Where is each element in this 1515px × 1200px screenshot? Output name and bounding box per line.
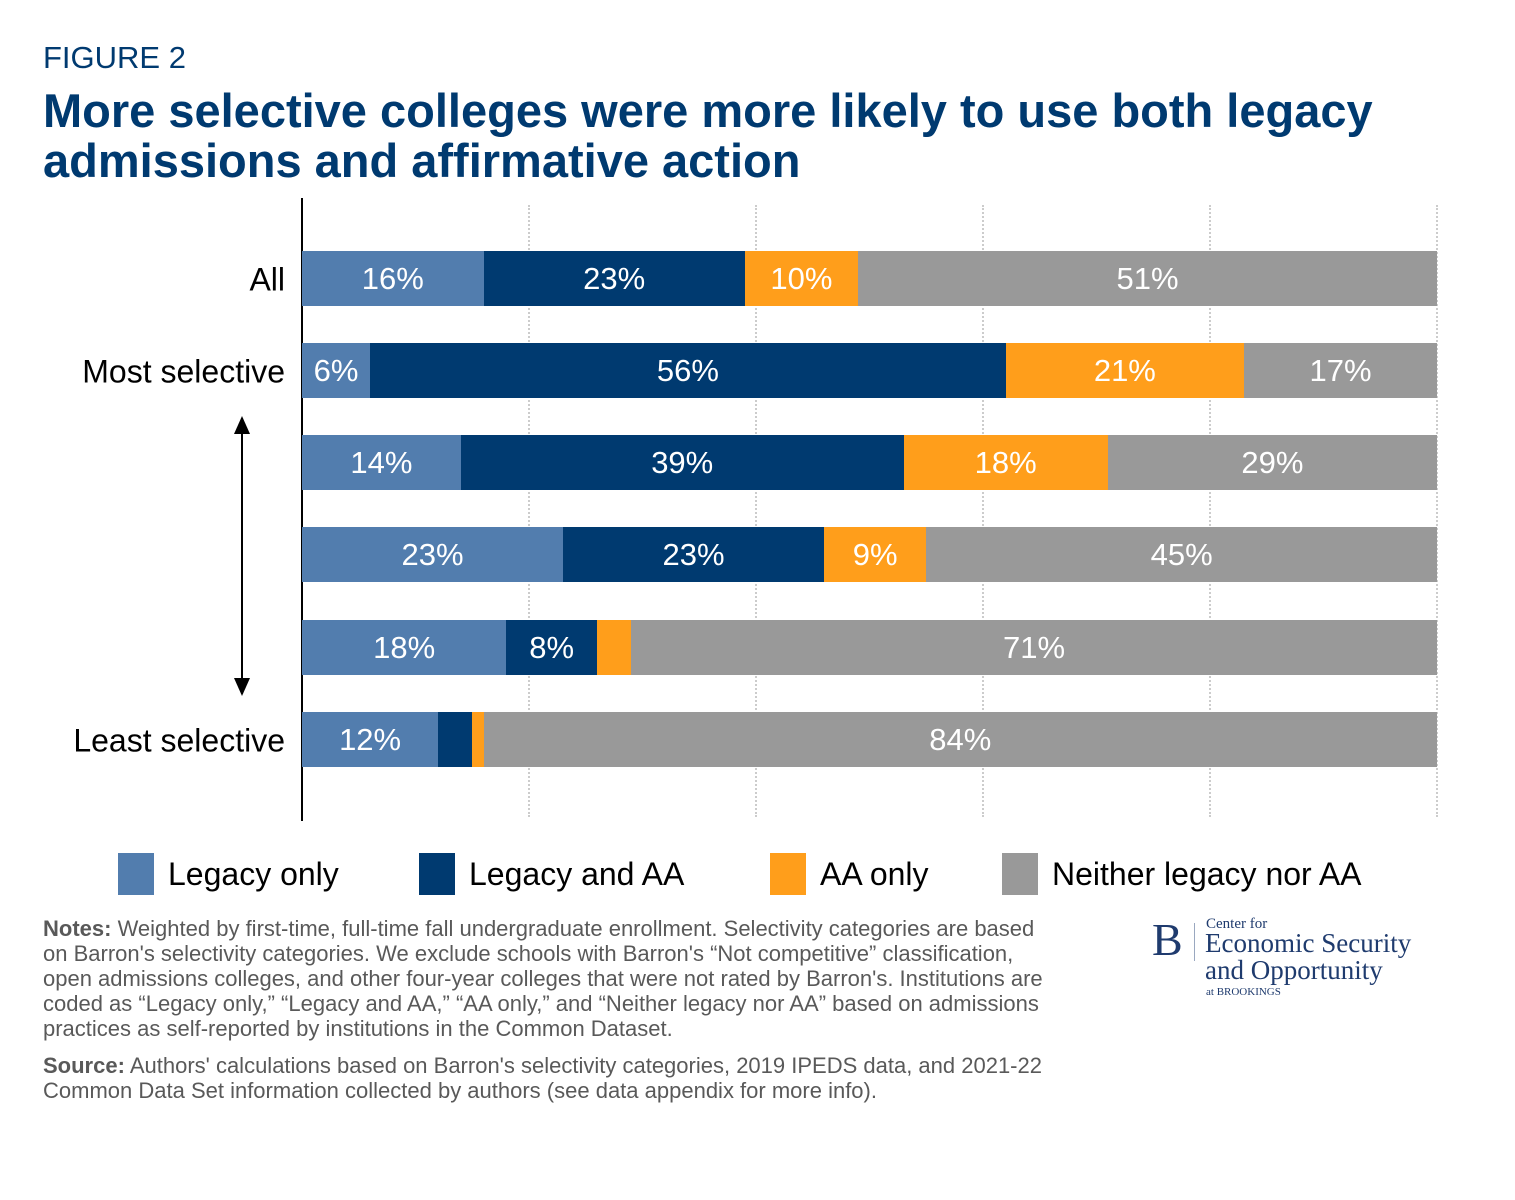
logo-line2: Economic Security and Opportunity [1205,928,1412,985]
bar-segment: 51% [858,251,1437,306]
gridline [528,205,530,817]
data-label: 45% [1150,536,1213,572]
data-label: 17% [1309,352,1372,388]
bar-segment: 71% [631,620,1437,675]
legend-item: Legacy and AA [419,853,684,895]
legend: Legacy only Legacy and AA AA only Neither l… [0,853,1515,898]
category-label: Most selective [82,353,285,390]
source-paragraph: Source: Authors' calculations based on B… [43,1053,1043,1103]
bar-segment: 10% [744,251,859,306]
data-label: 23% [662,536,725,572]
legend-item: Legacy only [118,853,339,895]
bar-segment: 16% [302,251,484,306]
y-axis-line [301,198,303,821]
legend-item: AA only [770,853,929,895]
category-label: All [249,261,285,298]
legend-label: AA only [820,855,929,892]
data-label: 84% [929,721,992,757]
bar-segment: 12% [302,712,439,767]
logo-line1: Center for [1206,916,1268,932]
bar-segment: 23% [302,527,564,582]
notes: Notes: Weighted by first-time, full-time… [43,916,1043,1103]
bar-segment: 14% [302,435,461,490]
bar-segment [472,712,484,767]
bar-segment: 21% [1005,343,1245,398]
legend-label: Legacy and AA [469,855,685,892]
logo-mark: B [1152,914,1183,965]
data-label: 6% [313,352,359,388]
source-text: Authors' calculations based on Barron's … [43,1053,1042,1103]
legend-swatch [770,853,806,895]
bar-segment: 6% [302,343,371,398]
legend-label: Legacy only [168,855,339,892]
data-label: 10% [770,260,833,296]
bar-segment: 23% [563,527,825,582]
data-label: 14% [350,444,413,480]
figure-label: FIGURE 2 [43,40,186,75]
bar-segment: 18% [302,620,507,675]
data-label: 18% [974,444,1037,480]
data-label: 21% [1093,352,1156,388]
data-label: 8% [529,629,575,665]
bar-segment: 18% [903,435,1108,490]
data-label: 12% [339,721,402,757]
data-label: 56% [656,352,719,388]
legend-label: Neither legacy nor AA [1052,855,1362,892]
bar-segment: 17% [1244,343,1437,398]
data-label: 51% [1116,260,1179,296]
legend-swatch [118,853,154,895]
notes-label: Notes: [43,916,112,941]
category-label: Least selective [73,722,285,759]
legend-swatch [419,853,455,895]
logo-line4: at BROOKINGS [1206,986,1281,998]
legend-item: Neither legacy nor AA [1002,853,1362,895]
data-label: 71% [1003,629,1066,665]
selectivity-arrow-icon [234,416,250,696]
gridline [755,205,757,817]
logo-divider [1194,923,1195,961]
legend-swatch [1002,853,1038,895]
notes-text: Weighted by first-time, full-time fall u… [43,916,1043,1041]
gridline [1436,205,1438,817]
data-label: 16% [361,260,424,296]
bar-segment: 8% [506,620,598,675]
notes-paragraph: Notes: Weighted by first-time, full-time… [43,916,1043,1041]
bar-segment: 9% [824,527,927,582]
plot-area: All 16% 23% 10% 51% Most selective 6% 56% 21% 17%… [73,198,1438,821]
source-label: Source: [43,1053,125,1078]
data-label: 9% [852,536,898,572]
bar-segment [438,712,473,767]
data-label: 18% [373,629,436,665]
bar-segment: 29% [1107,435,1437,490]
gridline [982,205,984,817]
bar-segment: 56% [370,343,1006,398]
bar-segment: 84% [483,712,1437,767]
gridline [1209,205,1211,817]
bar-segment: 45% [926,527,1437,582]
chart-title: More selective colleges were more likely… [43,84,1373,187]
data-label: 39% [651,444,714,480]
data-label: 29% [1241,444,1304,480]
bar-segment [597,620,632,675]
data-label: 23% [401,536,464,572]
data-label: 23% [583,260,646,296]
bar-segment: 39% [460,435,904,490]
bar-segment: 23% [483,251,745,306]
